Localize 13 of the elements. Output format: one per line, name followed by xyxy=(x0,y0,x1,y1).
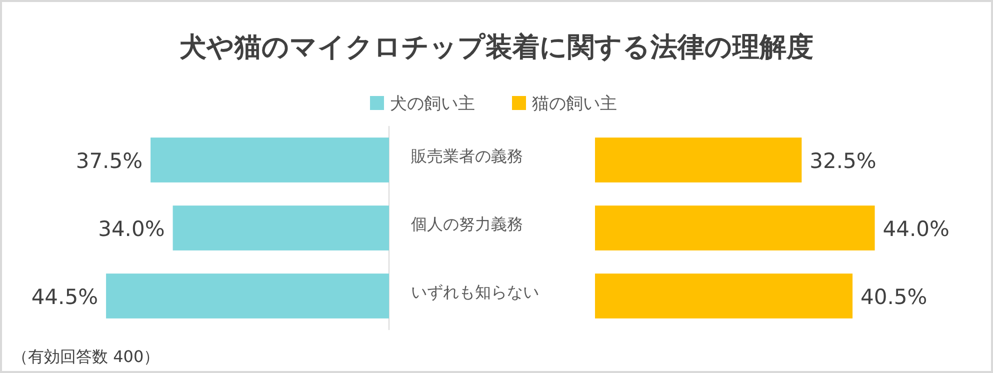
data-label: 32.5% xyxy=(810,149,876,173)
legend-label: 猫の飼い主 xyxy=(532,94,617,114)
data-label: 37.5% xyxy=(76,149,143,173)
data-label: 44.0% xyxy=(882,217,950,241)
data-label: 40.5% xyxy=(860,285,928,309)
text: 犬や猫のマイクロチップ装着に関する法律の理解度 xyxy=(178,32,814,63)
data-label: 44.5% xyxy=(31,285,98,309)
y-tick-label: 販売業者の義務 xyxy=(411,146,523,166)
y-tick-label: 個人の努力義務 xyxy=(411,214,523,234)
data-label: 34.0% xyxy=(98,217,165,241)
legend-label: 犬の飼い主 xyxy=(390,94,475,114)
text: （有効回答数 400） xyxy=(12,347,160,366)
y-tick-label: いずれも知らない xyxy=(411,282,539,302)
